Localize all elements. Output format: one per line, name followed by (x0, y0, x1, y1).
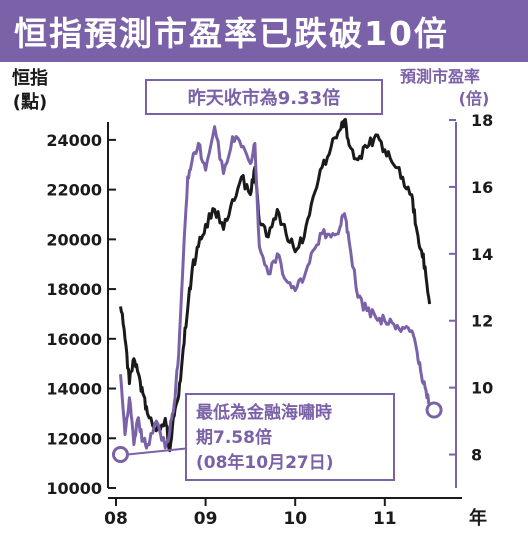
low-pe-callout-box (185, 393, 395, 481)
chart-area: 恒指 (點) 預測市盈率 (倍) 10000 12000 14000 16000 18000 20… (12, 67, 493, 529)
low-pe-callout-text: 期7.58倍 (196, 427, 272, 448)
axes-layer: 恒指 (點) 預測市盈率 (倍) 10000 12000 14000 16000 18000 20… (12, 67, 493, 529)
low-pe-marker (111, 446, 129, 464)
right-tick-label: 14 (471, 245, 493, 264)
left-tick-label: 22000 (46, 181, 102, 200)
left-tick-label: 14000 (46, 380, 102, 399)
left-axis-title: 恒指 (12, 67, 48, 89)
x-axis-title: 年 (469, 507, 487, 529)
low-pe-connector (127, 447, 187, 456)
x-tick-label: 11 (373, 509, 397, 529)
left-tick-label: 12000 (46, 429, 102, 448)
x-tick-label: 10 (283, 509, 307, 529)
right-tick-label: 16 (471, 178, 493, 197)
right-tick-label: 12 (471, 312, 493, 331)
chart-title: 恒指預測市盈率已跌破10倍 (14, 14, 449, 53)
x-tick-label: 08 (104, 509, 128, 529)
left-tick-label: 18000 (46, 280, 102, 299)
right-tick-label: 10 (471, 379, 493, 398)
low-pe-callout-text: 最低為金融海嘯時 (196, 402, 332, 423)
current-pe-marker (425, 401, 443, 419)
left-tick-label: 16000 (46, 330, 102, 349)
series-layer (119, 117, 432, 453)
low-pe-callout-text: (08年10月27日) (196, 452, 334, 473)
left-tick-label: 20000 (46, 230, 102, 249)
right-tick-label: 18 (471, 111, 493, 130)
right-axis-title: (倍) (459, 89, 490, 108)
x-tick-label: 09 (194, 509, 218, 529)
left-axis-title: (點) (13, 92, 47, 113)
right-axis-title: 預測市盈率 (400, 67, 480, 86)
title-bar: 恒指預測市盈率已跌破10倍 (0, 0, 528, 62)
series-line-pe (119, 125, 432, 450)
left-tick-label: 10000 (46, 479, 102, 498)
left-tick-label: 24000 (46, 131, 102, 150)
right-tick-label: 8 (471, 446, 482, 465)
current-pe-callout-box (145, 79, 383, 115)
current-pe-callout-text: 昨天收市為9.33倍 (188, 87, 340, 109)
